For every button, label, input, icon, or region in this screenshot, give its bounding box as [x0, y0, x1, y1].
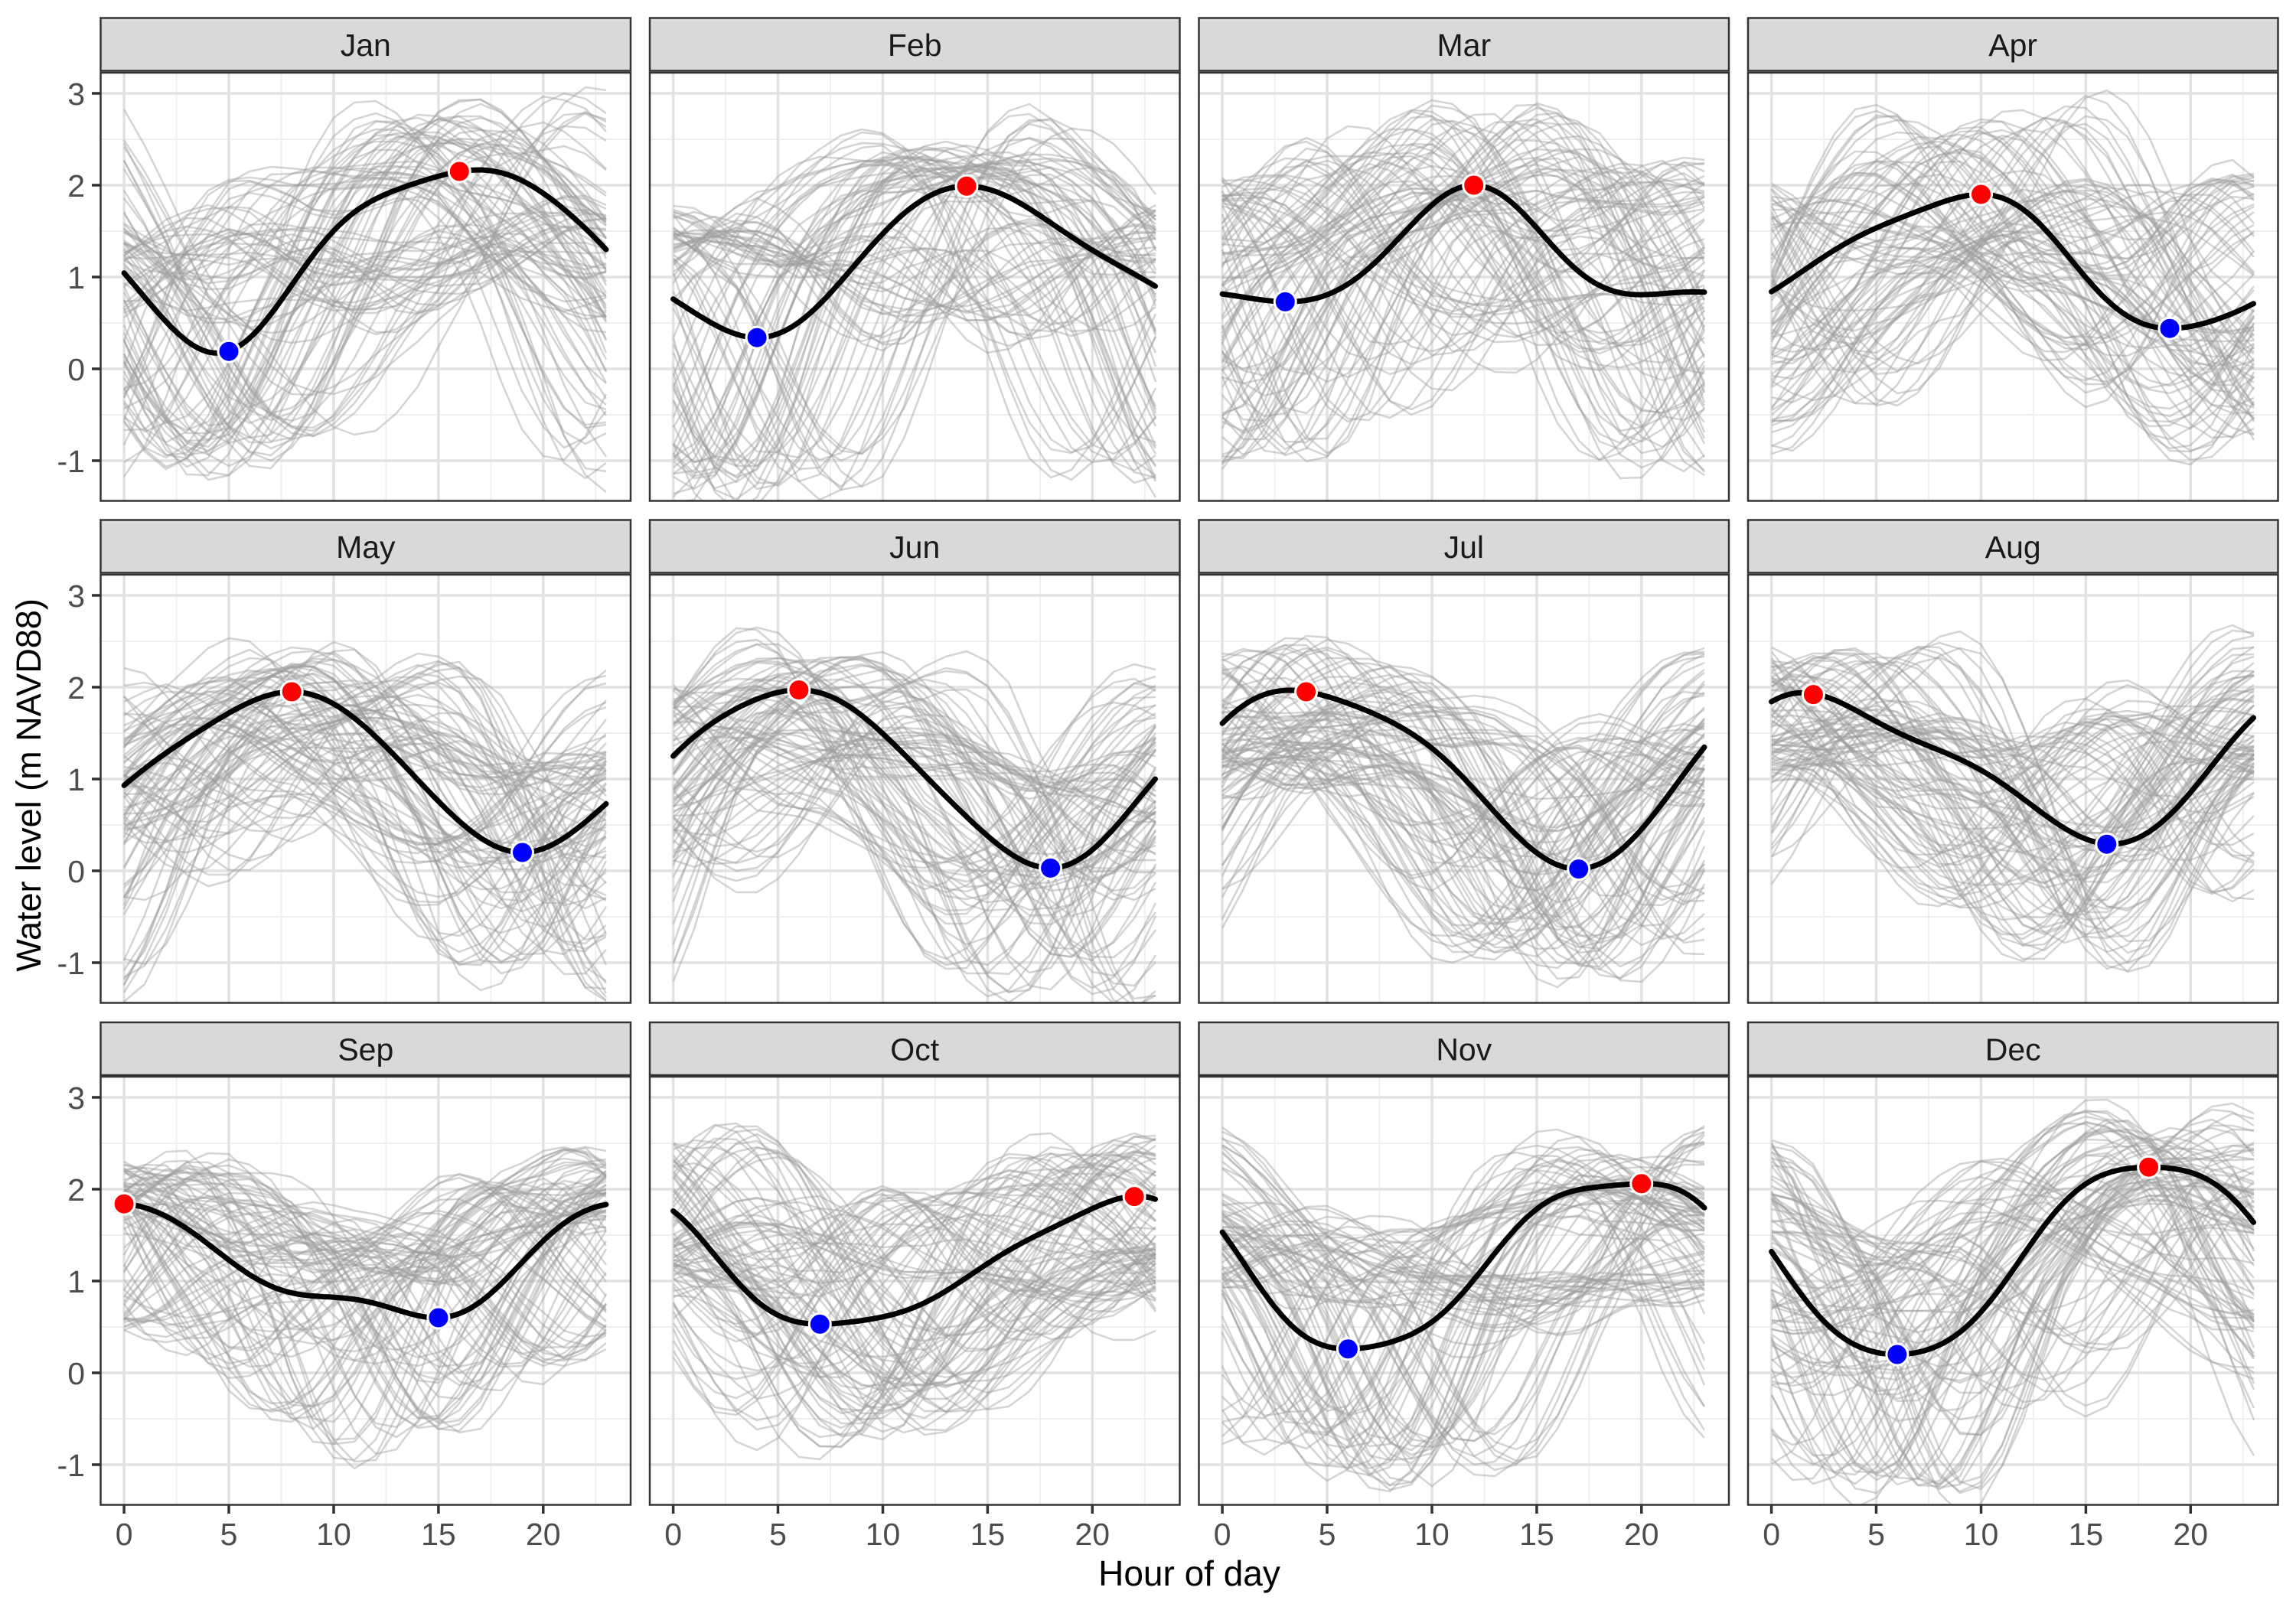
svg-text:Jan: Jan: [341, 28, 391, 63]
svg-text:0: 0: [67, 854, 85, 889]
svg-text:10: 10: [1964, 1517, 1999, 1552]
svg-text:15: 15: [970, 1517, 1006, 1552]
svg-text:15: 15: [2069, 1517, 2104, 1552]
svg-text:2: 2: [67, 168, 85, 204]
svg-text:Feb: Feb: [888, 28, 942, 63]
svg-text:Hour of day: Hour of day: [1098, 1553, 1280, 1593]
svg-text:Apr: Apr: [1988, 28, 2037, 63]
svg-text:10: 10: [866, 1517, 901, 1552]
svg-text:5: 5: [1319, 1517, 1336, 1552]
svg-text:Dec: Dec: [1985, 1032, 2041, 1068]
svg-text:5: 5: [220, 1517, 238, 1552]
svg-text:Nov: Nov: [1436, 1032, 1492, 1068]
svg-text:5: 5: [1867, 1517, 1885, 1552]
svg-text:3: 3: [67, 1081, 85, 1116]
svg-text:0: 0: [664, 1517, 682, 1552]
svg-text:Jul: Jul: [1444, 530, 1484, 565]
svg-text:Aug: Aug: [1985, 530, 2041, 565]
svg-text:5: 5: [769, 1517, 787, 1552]
svg-text:Sep: Sep: [338, 1032, 393, 1068]
svg-text:1: 1: [67, 1264, 85, 1299]
svg-text:-1: -1: [57, 444, 85, 479]
svg-text:Water level (m NAVD88): Water level (m NAVD88): [9, 598, 48, 972]
svg-text:0: 0: [1214, 1517, 1231, 1552]
svg-text:Oct: Oct: [890, 1032, 939, 1068]
svg-text:10: 10: [316, 1517, 351, 1552]
svg-text:Jun: Jun: [889, 530, 940, 565]
svg-text:2: 2: [67, 1172, 85, 1208]
svg-text:15: 15: [421, 1517, 456, 1552]
svg-text:1: 1: [67, 260, 85, 295]
svg-text:10: 10: [1414, 1517, 1450, 1552]
svg-text:3: 3: [67, 77, 85, 112]
svg-text:May: May: [336, 530, 396, 565]
svg-text:2: 2: [67, 670, 85, 706]
svg-text:1: 1: [67, 762, 85, 797]
svg-text:0: 0: [67, 1356, 85, 1391]
svg-text:0: 0: [67, 352, 85, 387]
svg-text:15: 15: [1519, 1517, 1554, 1552]
svg-text:-1: -1: [57, 946, 85, 981]
svg-text:20: 20: [1075, 1517, 1110, 1552]
svg-text:-1: -1: [57, 1448, 85, 1483]
svg-text:3: 3: [67, 579, 85, 614]
svg-text:20: 20: [1624, 1517, 1659, 1552]
svg-text:Mar: Mar: [1437, 28, 1491, 63]
svg-text:20: 20: [526, 1517, 561, 1552]
svg-text:20: 20: [2173, 1517, 2208, 1552]
svg-text:0: 0: [116, 1517, 133, 1552]
svg-text:0: 0: [1763, 1517, 1780, 1552]
